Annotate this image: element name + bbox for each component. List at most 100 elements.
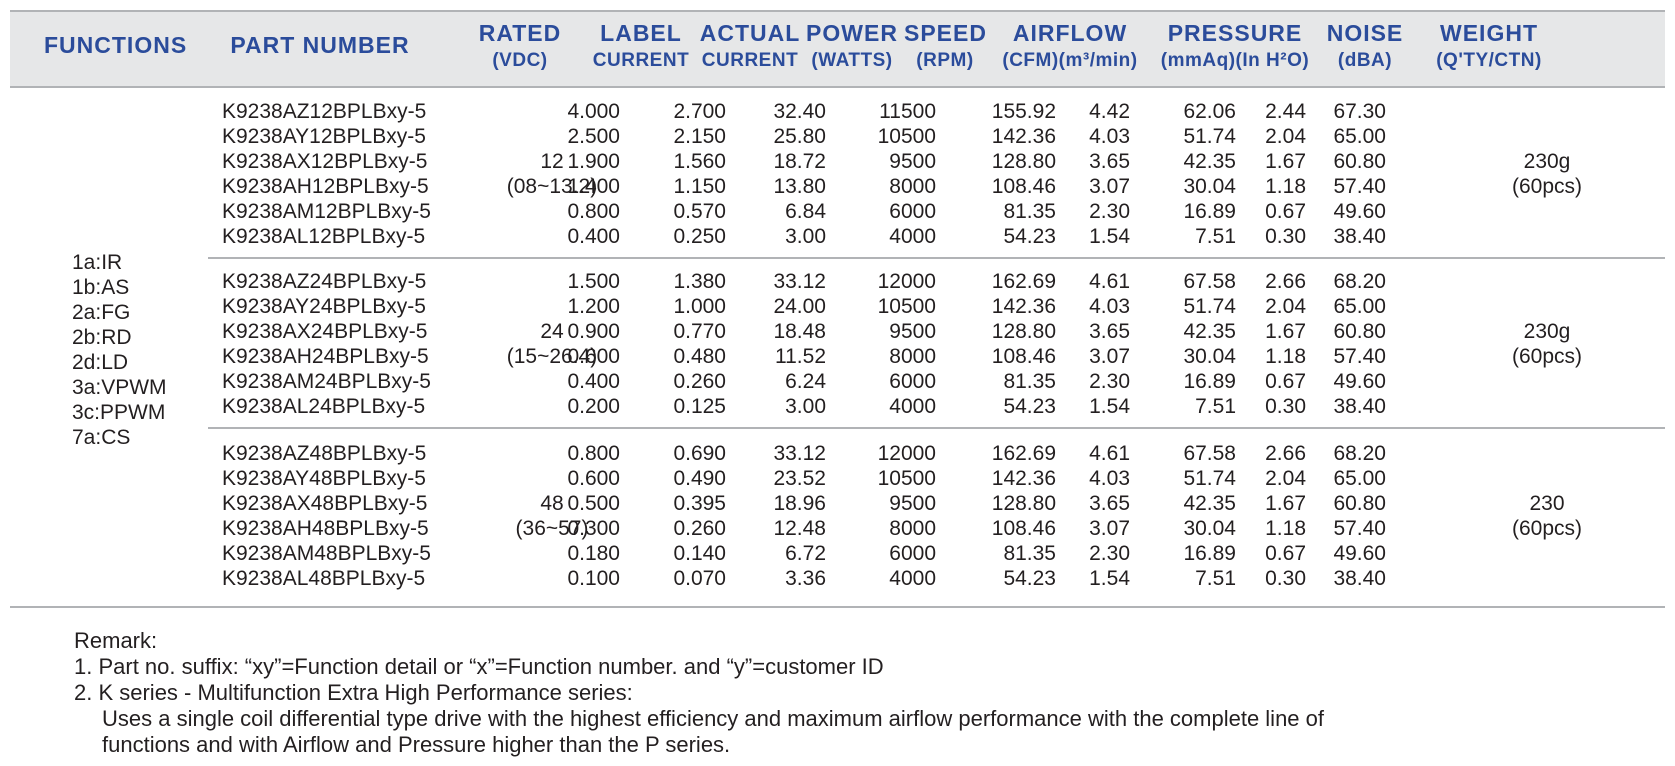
cell-speed: 8000 bbox=[889, 175, 936, 198]
cell-airflow-m3: 2.30 bbox=[1089, 200, 1130, 223]
header-functions: FUNCTIONS bbox=[44, 30, 188, 60]
cell-pressure-mmaq: 7.51 bbox=[1195, 225, 1236, 248]
cell-actual-current: 0.260 bbox=[673, 517, 726, 540]
cell-noise: 38.40 bbox=[1333, 225, 1386, 248]
cell-actual-current: 0.250 bbox=[673, 225, 726, 248]
cell-airflow-cfm: 128.80 bbox=[991, 320, 1056, 343]
function-item: 2d:LD bbox=[72, 351, 129, 374]
rated-voltage: 12 bbox=[540, 150, 564, 173]
cell-speed: 9500 bbox=[889, 150, 936, 173]
remark-line: Uses a single coil differential type dri… bbox=[102, 706, 1324, 731]
cell-label-current: 0.400 bbox=[567, 225, 620, 248]
header-rated-unit: (VDC) bbox=[492, 50, 548, 71]
cell-pressure-inh2o: 0.30 bbox=[1265, 225, 1306, 248]
cell-power: 18.72 bbox=[773, 150, 826, 173]
cell-part-number: K9238AH48BPLBxy-5 bbox=[222, 517, 429, 540]
cell-airflow-cfm: 108.46 bbox=[991, 517, 1056, 540]
cell-part-number: K9238AX48BPLBxy-5 bbox=[222, 492, 428, 515]
cell-pressure-inh2o: 2.44 bbox=[1265, 100, 1306, 123]
header-power-unit: (WATTS) bbox=[811, 50, 893, 71]
cell-actual-current: 1.150 bbox=[673, 175, 726, 198]
header-airflow-label: AIRFLOW bbox=[1012, 20, 1128, 46]
cell-actual-current: 0.490 bbox=[673, 467, 726, 490]
header-label-current: LABEL CURRENT bbox=[586, 18, 696, 74]
cell-pressure-mmaq: 67.58 bbox=[1183, 270, 1236, 293]
cell-power: 12.48 bbox=[773, 517, 826, 540]
cell-airflow-m3: 4.03 bbox=[1089, 125, 1130, 148]
cell-speed: 6000 bbox=[889, 200, 936, 223]
cell-part-number: K9238AX24BPLBxy-5 bbox=[222, 320, 428, 343]
function-item: 2a:FG bbox=[72, 301, 131, 324]
cell-actual-current: 0.070 bbox=[673, 567, 726, 590]
cell-airflow-cfm: 128.80 bbox=[991, 150, 1056, 173]
remark-line: 2. K series - Multifunction Extra High P… bbox=[74, 680, 633, 705]
group-separator bbox=[208, 257, 1665, 259]
cell-pressure-mmaq: 16.89 bbox=[1183, 370, 1236, 393]
cell-noise: 65.00 bbox=[1333, 295, 1386, 318]
cell-airflow-cfm: 162.69 bbox=[991, 442, 1056, 465]
rated-voltage: 48 bbox=[540, 492, 564, 515]
cell-airflow-m3: 3.65 bbox=[1089, 492, 1130, 515]
cell-power: 18.96 bbox=[773, 492, 826, 515]
cell-part-number: K9238AY24BPLBxy-5 bbox=[222, 295, 426, 318]
cell-label-current: 1.500 bbox=[567, 270, 620, 293]
header-weight-label: WEIGHT bbox=[1440, 20, 1538, 46]
cell-airflow-cfm: 142.36 bbox=[991, 125, 1056, 148]
cell-airflow-m3: 1.54 bbox=[1089, 225, 1130, 248]
cell-power: 33.12 bbox=[773, 442, 826, 465]
cell-pressure-inh2o: 1.67 bbox=[1265, 150, 1306, 173]
cell-pressure-mmaq: 30.04 bbox=[1183, 345, 1236, 368]
cell-actual-current: 1.380 bbox=[673, 270, 726, 293]
cell-power: 6.84 bbox=[785, 200, 826, 223]
cell-pressure-mmaq: 7.51 bbox=[1195, 395, 1236, 418]
header-functions-label: FUNCTIONS bbox=[44, 32, 188, 58]
header-rated-label: RATED bbox=[478, 20, 562, 46]
cell-airflow-cfm: 155.92 bbox=[991, 100, 1056, 123]
header-airflow: AIRFLOW (CFM)(m³/min) bbox=[990, 18, 1150, 74]
cell-airflow-cfm: 54.23 bbox=[1003, 395, 1056, 418]
cell-label-current: 0.200 bbox=[567, 395, 620, 418]
cell-noise: 57.40 bbox=[1333, 345, 1386, 368]
cell-airflow-m3: 4.61 bbox=[1089, 442, 1130, 465]
cell-speed: 12000 bbox=[877, 270, 936, 293]
header-label-current-label: LABEL bbox=[600, 20, 682, 46]
cell-airflow-cfm: 81.35 bbox=[1003, 370, 1056, 393]
cell-label-current: 0.800 bbox=[567, 442, 620, 465]
header-rated: RATED (VDC) bbox=[470, 18, 570, 74]
cell-part-number: K9238AY48BPLBxy-5 bbox=[222, 467, 426, 490]
rated-voltage-range: (08~13.2) bbox=[506, 175, 598, 198]
cell-actual-current: 0.140 bbox=[673, 542, 726, 565]
cell-power: 13.80 bbox=[773, 175, 826, 198]
cell-speed: 9500 bbox=[889, 492, 936, 515]
cell-label-current: 0.900 bbox=[567, 320, 620, 343]
header-power: POWER (WATTS) bbox=[804, 18, 900, 74]
cell-airflow-m3: 4.61 bbox=[1089, 270, 1130, 293]
cell-noise: 38.40 bbox=[1333, 567, 1386, 590]
remark-line: functions and with Airflow and Pressure … bbox=[102, 732, 731, 757]
cell-pressure-inh2o: 2.66 bbox=[1265, 442, 1306, 465]
cell-power: 33.12 bbox=[773, 270, 826, 293]
cell-speed: 4000 bbox=[889, 225, 936, 248]
cell-speed: 10500 bbox=[877, 467, 936, 490]
cell-label-current: 0.180 bbox=[567, 542, 620, 565]
cell-power: 3.36 bbox=[785, 567, 826, 590]
header-pressure: PRESSURE (mmAq)(In H²O) bbox=[1152, 18, 1318, 74]
weight-value: 230 bbox=[1529, 492, 1565, 515]
cell-power: 25.80 bbox=[773, 125, 826, 148]
cell-label-current: 0.400 bbox=[567, 370, 620, 393]
cell-power: 11.52 bbox=[775, 345, 826, 368]
cell-pressure-mmaq: 16.89 bbox=[1183, 200, 1236, 223]
header-power-label: POWER bbox=[806, 20, 898, 46]
cell-airflow-cfm: 142.36 bbox=[991, 467, 1056, 490]
cell-speed: 9500 bbox=[889, 320, 936, 343]
cell-part-number: K9238AL48BPLBxy-5 bbox=[222, 567, 426, 590]
cell-pressure-inh2o: 0.67 bbox=[1265, 370, 1306, 393]
cell-pressure-mmaq: 51.74 bbox=[1183, 295, 1236, 318]
cell-airflow-cfm: 128.80 bbox=[991, 492, 1056, 515]
header-part-number: PART NUMBER bbox=[220, 30, 420, 60]
cell-speed: 10500 bbox=[877, 125, 936, 148]
header-actual-current-label: ACTUAL bbox=[699, 20, 801, 46]
cell-airflow-m3: 4.42 bbox=[1089, 100, 1130, 123]
function-item: 1a:IR bbox=[72, 251, 123, 274]
cell-actual-current: 0.260 bbox=[673, 370, 726, 393]
